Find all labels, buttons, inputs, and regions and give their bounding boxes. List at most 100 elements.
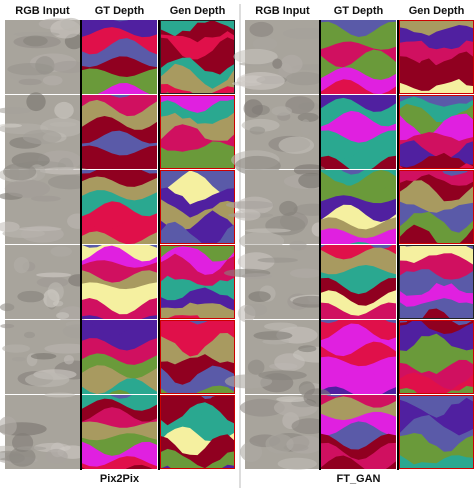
- depth-band: [160, 448, 235, 469]
- depth-tile: [160, 245, 235, 319]
- rgb-texture: [25, 372, 70, 388]
- rgb-texture: [13, 257, 30, 274]
- depth-band: [399, 385, 474, 394]
- rgb-texture: [225, 200, 275, 209]
- depth-band: [160, 63, 235, 94]
- rgb-texture: [39, 167, 90, 175]
- depth-band: [399, 372, 474, 394]
- depth-band: [160, 84, 235, 94]
- depth-tile: [82, 320, 157, 394]
- depth-tile: [321, 95, 396, 169]
- rgb-tile: [231, 20, 337, 94]
- depth-band: [82, 315, 157, 319]
- depth-band: [321, 386, 396, 394]
- rgb-texture: [23, 331, 36, 339]
- rgb-tile: [223, 240, 335, 323]
- rgb-texture: [298, 172, 325, 189]
- rgb-texture: [282, 27, 330, 40]
- rgb-texture: [236, 72, 285, 90]
- rgb-texture: [247, 359, 265, 375]
- depth-band: [108, 389, 131, 394]
- rgb-texture: [244, 303, 268, 316]
- rgb-tile: [0, 92, 85, 177]
- rgb-texture: [36, 272, 72, 278]
- rgb-texture: [286, 435, 324, 454]
- rgb-texture: [234, 209, 261, 221]
- rgb-texture: [279, 200, 298, 217]
- rgb-tile: [239, 388, 332, 470]
- rgb-texture: [23, 35, 48, 47]
- rgb-texture: [2, 344, 30, 353]
- rgb-tile: [0, 320, 94, 394]
- rgb-texture: [233, 48, 278, 65]
- rgb-texture: [276, 396, 307, 403]
- depth-tile: [321, 395, 396, 469]
- rgb-texture: [239, 398, 285, 417]
- rgb-texture: [18, 226, 62, 232]
- rgb-texture: [13, 31, 60, 37]
- tile-border: [160, 245, 235, 319]
- rgb-texture: [4, 179, 51, 198]
- rgb-texture: [58, 306, 87, 324]
- depth-band: [82, 145, 157, 169]
- rgb-texture: [253, 331, 293, 341]
- rgb-texture: [297, 112, 319, 122]
- depth-tile: [82, 245, 157, 319]
- rgb-texture: [264, 322, 298, 331]
- column-header: Gen Depth: [409, 5, 465, 17]
- depth-band: [399, 152, 474, 169]
- depth-tile: [399, 20, 474, 94]
- rgb-texture: [280, 54, 303, 74]
- depth-band: [399, 79, 474, 94]
- depth-band: [399, 454, 474, 469]
- rgb-texture: [243, 99, 263, 118]
- rgb-texture: [252, 37, 278, 51]
- depth-tile: [399, 320, 474, 394]
- rgb-texture: [18, 78, 42, 86]
- rgb-texture: [277, 457, 317, 470]
- rgb-texture: [265, 434, 294, 454]
- rgb-tile: [0, 392, 89, 469]
- depth-band: [321, 302, 396, 319]
- rgb-texture: [44, 392, 76, 398]
- rgb-texture: [244, 228, 292, 233]
- rgb-tile: [5, 17, 88, 94]
- column-header: GT Depth: [334, 5, 384, 17]
- rgb-texture: [3, 163, 37, 181]
- tile-border: [160, 395, 235, 469]
- rgb-texture: [285, 96, 315, 115]
- column-header: RGB Input: [15, 5, 70, 17]
- depth-band: [82, 163, 157, 169]
- column-header: GT Depth: [95, 5, 145, 17]
- rgb-texture: [54, 101, 74, 119]
- rgb-texture: [17, 290, 45, 303]
- tile-border: [160, 320, 235, 394]
- rgb-texture: [35, 56, 55, 75]
- rgb-texture: [63, 355, 74, 365]
- rgb-texture: [16, 446, 47, 451]
- depth-tile: [321, 170, 396, 244]
- rgb-texture: [258, 370, 307, 381]
- depth-tile: [160, 170, 235, 244]
- rgb-tile: [0, 245, 90, 324]
- depth-band: [82, 464, 153, 469]
- rgb-texture: [289, 268, 322, 278]
- depth-tile: [160, 320, 235, 394]
- depth-band: [399, 224, 474, 244]
- rgb-texture: [293, 164, 326, 177]
- depth-tile: [399, 170, 474, 244]
- depth-tile: [82, 170, 157, 244]
- column-header: RGB Input: [255, 5, 310, 17]
- rgb-texture: [291, 418, 328, 435]
- depth-band: [421, 308, 451, 319]
- rgb-texture: [249, 21, 274, 37]
- rgb-texture: [50, 246, 72, 257]
- depth-band: [160, 385, 235, 394]
- rgb-texture: [42, 75, 63, 86]
- depth-tile: [160, 395, 235, 469]
- rgb-texture: [0, 107, 32, 114]
- rgb-texture: [52, 60, 88, 74]
- depth-tile: [82, 20, 157, 94]
- depth-tile: [399, 395, 474, 469]
- rgb-texture: [272, 58, 283, 69]
